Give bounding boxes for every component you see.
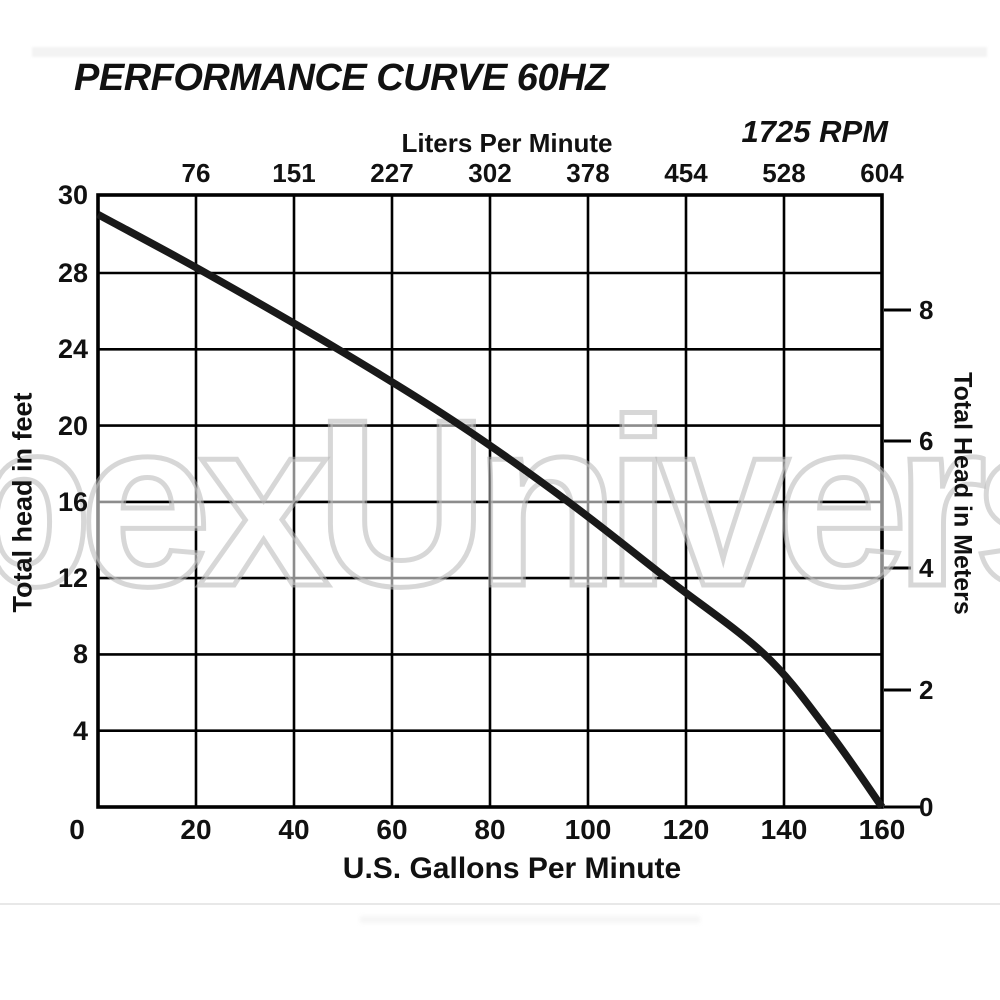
left-tick-label: 20 — [57, 410, 88, 441]
bottom-tick-label: 20 — [180, 814, 212, 845]
bottom-axis-label: U.S. Gallons Per Minute — [342, 852, 682, 885]
top-tick-label: 302 — [468, 158, 512, 188]
right-tick-label: 6 — [919, 426, 934, 456]
top-tick-label: 378 — [566, 158, 610, 188]
bottom-tick-label: 60 — [376, 814, 408, 845]
top-tick-label: 76 — [181, 158, 211, 188]
left-tick-label: 16 — [57, 486, 88, 517]
bottom-tick-label: 140 — [760, 814, 808, 845]
top-tick-label: 528 — [762, 158, 806, 188]
left-tick-label: 8 — [72, 639, 88, 670]
left-tick-label: 28 — [57, 258, 88, 288]
left-axis-label: Total head in feet — [7, 392, 38, 613]
left-tick-label: 12 — [57, 563, 88, 594]
plot-border — [96, 193, 884, 809]
top-tick-label: 151 — [272, 158, 316, 188]
bottom-tick-label: 40 — [278, 814, 310, 845]
left-tick-label: 24 — [57, 334, 88, 365]
top-tick-label: 604 — [860, 158, 904, 188]
top-axis-label: Liters Per Minute — [401, 128, 613, 158]
right-tick-label: 4 — [919, 553, 934, 583]
left-tick-label: 30 — [57, 180, 88, 210]
bottom-tick-label: 0 — [69, 814, 85, 845]
right-tick-label: 8 — [919, 295, 934, 325]
bottom-tick-label: 160 — [858, 814, 906, 845]
pump-curve — [96, 211, 886, 810]
chart-title: PERFORMANCE CURVE 60HZ — [74, 57, 608, 99]
bottom-tick-label: 80 — [474, 814, 506, 845]
top-tick-label: 454 — [664, 158, 708, 188]
right-axis-label: Total Head in Meters — [948, 372, 977, 615]
bottom-tick-label: 120 — [662, 814, 710, 845]
left-tick-label: 4 — [72, 715, 88, 746]
right-tick-label: 2 — [919, 675, 934, 705]
top-tick-label: 227 — [370, 158, 414, 188]
watermark-text: pexUniverse — [0, 371, 1000, 636]
rpm-label: 1725 RPM — [741, 114, 888, 149]
bottom-tick-label: 100 — [564, 814, 612, 845]
right-tick-label: 0 — [919, 792, 934, 822]
